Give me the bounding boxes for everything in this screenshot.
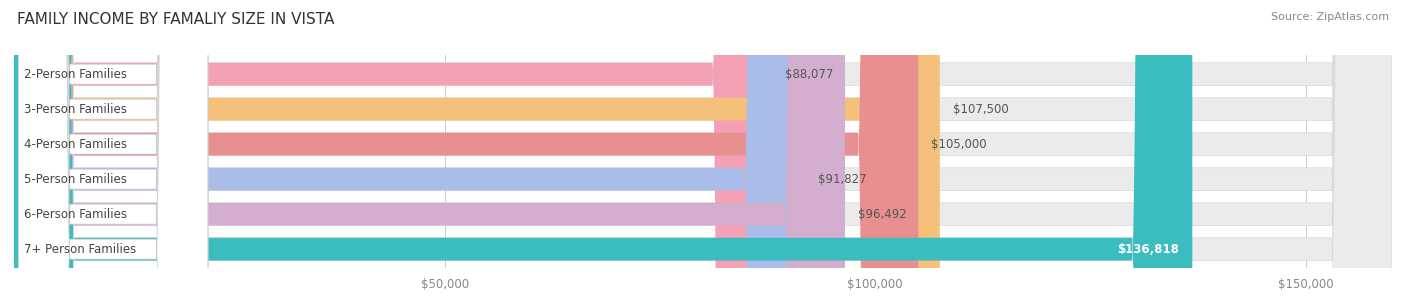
Text: Source: ZipAtlas.com: Source: ZipAtlas.com (1271, 12, 1389, 22)
Text: 5-Person Families: 5-Person Families (24, 173, 128, 186)
Text: $88,077: $88,077 (786, 68, 834, 81)
Text: $91,827: $91,827 (818, 173, 866, 186)
FancyBboxPatch shape (14, 0, 1392, 305)
Text: 2-Person Families: 2-Person Families (24, 68, 128, 81)
FancyBboxPatch shape (14, 0, 918, 305)
FancyBboxPatch shape (14, 0, 1192, 305)
FancyBboxPatch shape (14, 0, 939, 305)
FancyBboxPatch shape (14, 0, 1392, 305)
FancyBboxPatch shape (14, 0, 1392, 305)
Text: 6-Person Families: 6-Person Families (24, 208, 128, 221)
FancyBboxPatch shape (14, 0, 845, 305)
Text: $136,818: $136,818 (1118, 243, 1180, 256)
FancyBboxPatch shape (18, 0, 208, 305)
FancyBboxPatch shape (14, 0, 1392, 305)
Text: $96,492: $96,492 (858, 208, 907, 221)
FancyBboxPatch shape (18, 0, 208, 305)
Text: $107,500: $107,500 (953, 103, 1008, 116)
Text: 3-Person Families: 3-Person Families (24, 103, 128, 116)
FancyBboxPatch shape (14, 0, 804, 305)
FancyBboxPatch shape (14, 0, 772, 305)
Text: FAMILY INCOME BY FAMALIY SIZE IN VISTA: FAMILY INCOME BY FAMALIY SIZE IN VISTA (17, 12, 335, 27)
FancyBboxPatch shape (14, 0, 1392, 305)
FancyBboxPatch shape (18, 0, 208, 305)
Text: 4-Person Families: 4-Person Families (24, 138, 128, 151)
Text: 7+ Person Families: 7+ Person Families (24, 243, 136, 256)
FancyBboxPatch shape (18, 0, 208, 305)
Text: $105,000: $105,000 (931, 138, 987, 151)
FancyBboxPatch shape (14, 0, 1392, 305)
FancyBboxPatch shape (18, 0, 208, 305)
FancyBboxPatch shape (18, 0, 208, 305)
